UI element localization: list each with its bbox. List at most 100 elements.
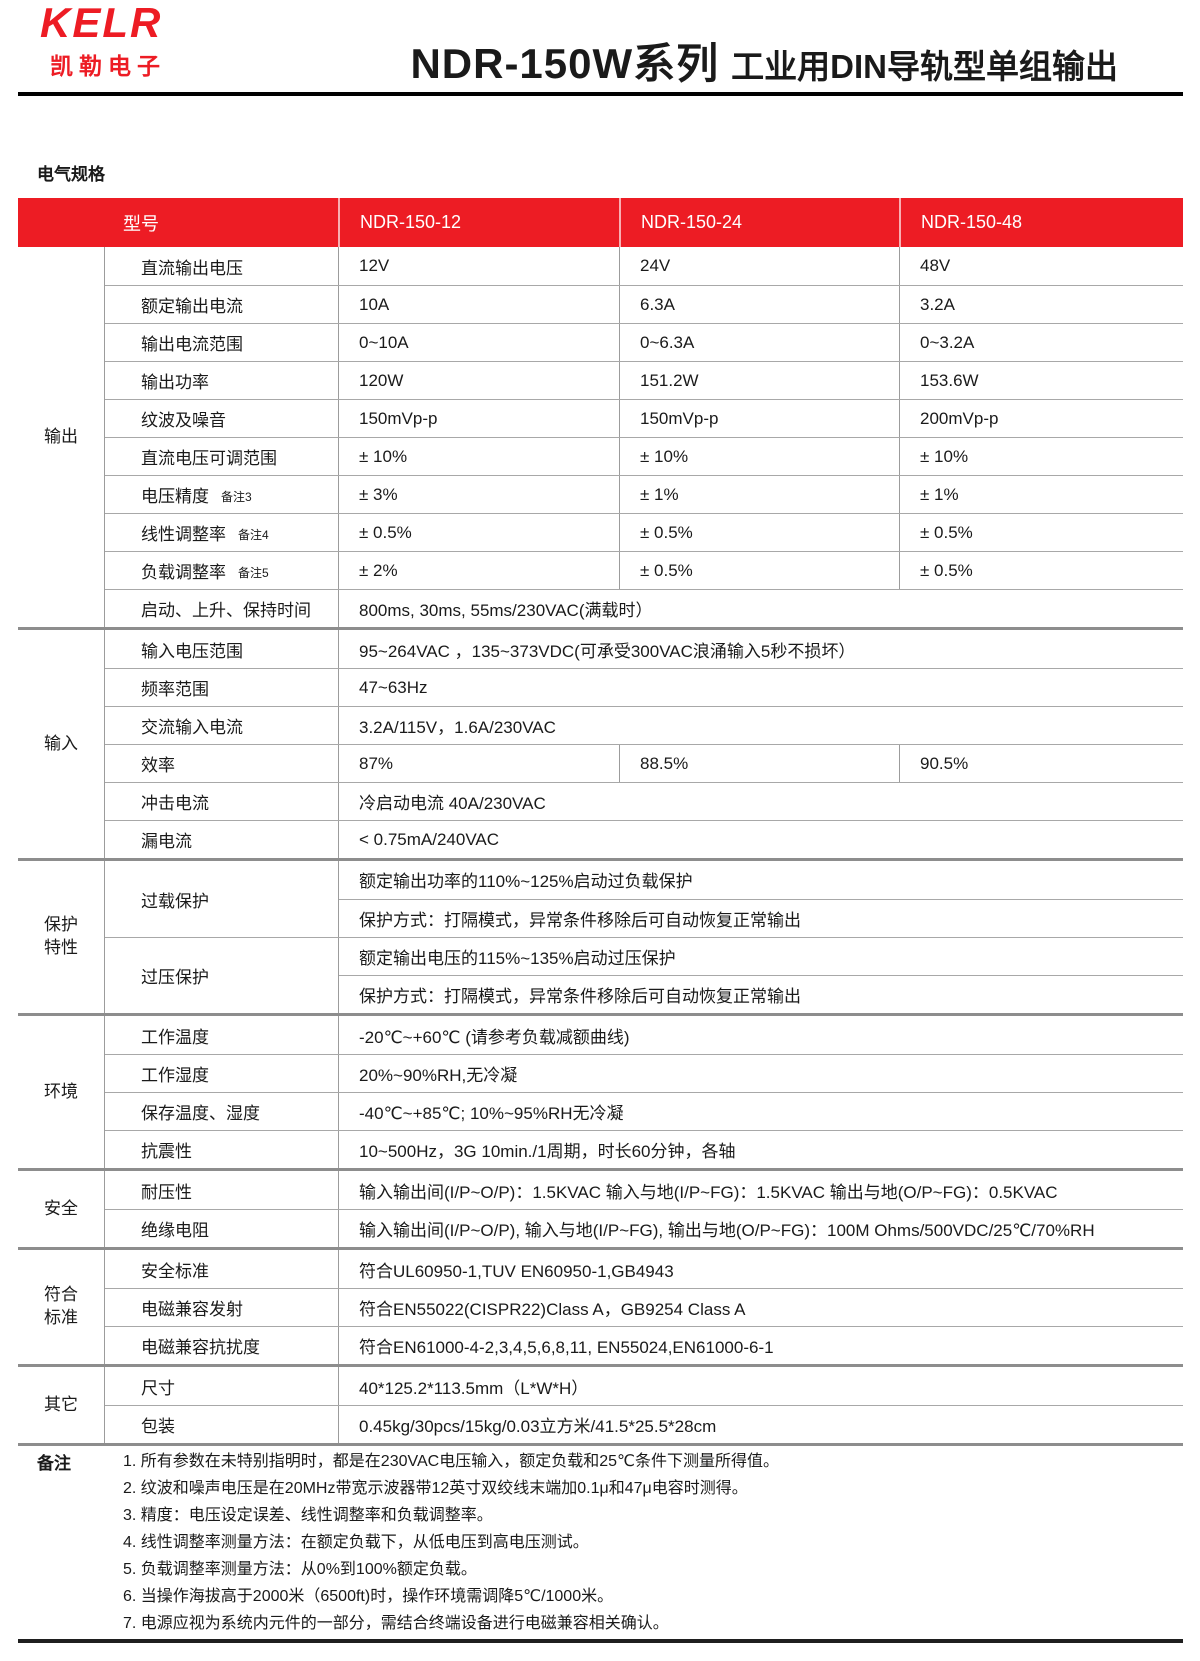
row-label-text: 包装 xyxy=(141,1417,175,1436)
kelr-logo-text: KELR xyxy=(40,0,163,46)
table-row: 工作温度 -20℃~+60℃ (请参考负载减额曲线) xyxy=(105,1016,1183,1054)
span-value-cell: 0.45kg/30pcs/15kg/0.03立方米/41.5*25.5*28cm xyxy=(338,1406,1183,1443)
value-cell: ± 3% xyxy=(338,476,619,513)
row-label: 包装 xyxy=(105,1406,338,1443)
row-label-text: 保存温度、湿度 xyxy=(141,1104,260,1123)
row-label: 抗震性 xyxy=(105,1131,338,1168)
row-label: 过载保护 xyxy=(105,861,338,937)
table-row: 直流电压可调范围 ± 10% ± 10% ± 10% xyxy=(105,437,1183,475)
row-label-text: 过载保护 xyxy=(141,891,209,911)
row-label: 电磁兼容发射 xyxy=(105,1289,338,1326)
group-rows: 直流输出电压 12V 24V 48V 额定输出电流 10A 6.3A 3.2A 输出电流范围 0~… xyxy=(104,247,1183,627)
table-row: 频率范围 47~63Hz xyxy=(105,668,1183,706)
value-cell: ± 10% xyxy=(899,438,1183,475)
model-header-ndr-150-48: NDR-150-48 xyxy=(899,198,1183,247)
table-row: 耐压性 输入输出间(I/P~O/P)：1.5KVAC 输入与地(I/P~FG)：1… xyxy=(105,1171,1183,1209)
value-cell: 87% xyxy=(338,745,619,782)
spec-table: 型号 NDR-150-12 NDR-150-24 NDR-150-48 输出 直流… xyxy=(18,198,1183,1446)
row-label: 尺寸 xyxy=(105,1367,338,1405)
row-label: 启动、上升、保持时间 xyxy=(105,590,338,627)
row-label-text: 工作湿度 xyxy=(141,1066,209,1085)
brand-logo: KELR 凯勒电子 xyxy=(40,2,166,81)
note-item: 6. 当操作海拔高于2000米（6500ft)时，操作环境需调降5℃/1000米… xyxy=(123,1588,614,1605)
table-row: 电磁兼容发射 符合EN55022(CISPR22)Class A，GB9254 C… xyxy=(105,1288,1183,1326)
row-label: 交流输入电流 xyxy=(105,707,338,744)
table-header-row: 型号 NDR-150-12 NDR-150-24 NDR-150-48 xyxy=(18,198,1183,247)
table-body: 输出 直流输出电压 12V 24V 48V 额定输出电流 10A 6.3A 3.2A 输出电流范围… xyxy=(18,247,1183,1443)
note-item: 7. 电源应视为系统内元件的一部分，需结合终端设备进行电磁兼容相关确认。 xyxy=(123,1615,669,1632)
table-row: 输出功率 120W 151.2W 153.6W xyxy=(105,361,1183,399)
note-ref: 备注4 xyxy=(238,528,269,542)
table-row: 输出电流范围 0~10A 0~6.3A 0~3.2A xyxy=(105,323,1183,361)
value-cell: 0~10A xyxy=(338,324,619,361)
page-title-main: NDR-150W系列 xyxy=(410,40,720,87)
span-value-cell: 47~63Hz xyxy=(338,669,1183,706)
sub-value-cell: 保护方式：打隔模式，异常条件移除后可自动恢复正常输出 xyxy=(339,898,1183,938)
note-item: 5. 负载调整率测量方法：从0%到100%额定负载。 xyxy=(123,1561,477,1578)
value-cell: 88.5% xyxy=(619,745,899,782)
span-value-cell: 符合EN55022(CISPR22)Class A，GB9254 Class A xyxy=(338,1289,1183,1326)
row-label: 频率范围 xyxy=(105,669,338,706)
row-label-text: 纹波及噪音 xyxy=(141,411,226,430)
table-row: 漏电流 < 0.75mA/240VAC xyxy=(105,820,1183,858)
table-group: 保护 特性 过载保护 额定输出功率的110%~125%启动过负载保护 保护方式：打隔模… xyxy=(18,858,1183,1013)
notes-section: 备注 1. 所有参数在未特别指明时，都是在230VAC电压输入，额定负载和25℃… xyxy=(37,1448,1183,1637)
note-item: 4. 线性调整率测量方法：在额定负载下，从低电压到高电压测试。 xyxy=(123,1534,589,1551)
row-label-text: 效率 xyxy=(141,756,175,775)
span-value-cell: < 0.75mA/240VAC xyxy=(338,821,1183,858)
notes-list: 1. 所有参数在未特别指明时，都是在230VAC电压输入，额定负载和25℃条件下… xyxy=(123,1448,1183,1637)
row-label: 冲击电流 xyxy=(105,783,338,820)
sub-value-cell: 额定输出功率的110%~125%启动过负载保护 xyxy=(359,872,693,892)
table-group: 输出 直流输出电压 12V 24V 48V 额定输出电流 10A 6.3A 3.2A 输出电流范围… xyxy=(18,247,1183,627)
table-row: 效率 87% 88.5% 90.5% xyxy=(105,744,1183,782)
value-cell: ± 0.5% xyxy=(899,514,1183,551)
table-row: 输入电压范围 95~264VAC ，135~373VDC(可承受300VAC浪涌输… xyxy=(105,630,1183,668)
span-value-cell: 10~500Hz，3G 10min./1周期，时长60分钟，各轴 xyxy=(338,1131,1183,1168)
sub-value-cell: 额定输出电压的115%~135%启动过压保护 xyxy=(359,949,676,968)
value-cell: ± 1% xyxy=(899,476,1183,513)
row-label: 工作湿度 xyxy=(105,1055,338,1092)
value-cell: ± 10% xyxy=(338,438,619,475)
row-label: 负载调整率 备注5 xyxy=(105,552,338,589)
group-rows: 工作温度 -20℃~+60℃ (请参考负载减额曲线) 工作湿度 20%~90%RH,无… xyxy=(104,1016,1183,1168)
footer-rule xyxy=(18,1639,1183,1643)
row-label: 输出电流范围 xyxy=(105,324,338,361)
note-item: 3. 精度：电压设定误差、线性调整率和负载调整率。 xyxy=(123,1507,493,1524)
table-row: 交流输入电流 3.2A/115V，1.6A/230VAC xyxy=(105,706,1183,744)
value-cell: ± 10% xyxy=(619,438,899,475)
value-cell: 6.3A xyxy=(619,286,899,323)
row-label: 耐压性 xyxy=(105,1171,338,1209)
value-cell: 0~6.3A xyxy=(619,324,899,361)
table-group: 输入 输入电压范围 95~264VAC ，135~373VDC(可承受300VAC浪… xyxy=(18,627,1183,858)
value-cell: 120W xyxy=(338,362,619,399)
value-cell: 153.6W xyxy=(899,362,1183,399)
group-label: 安全 xyxy=(44,1198,78,1218)
table-row: 绝缘电阻 输入输出间(I/P~O/P), 输入与地(I/P~FG), 输出与地(O… xyxy=(105,1209,1183,1247)
row-label: 工作温度 xyxy=(105,1016,338,1054)
sub-value-cell: 保护方式：打隔模式，异常条件移除后可自动恢复正常输出 xyxy=(339,975,1183,1013)
row-label: 输入电压范围 xyxy=(105,630,338,668)
row-label-text: 过压保护 xyxy=(141,968,209,987)
group-rows: 过载保护 额定输出功率的110%~125%启动过负载保护保护方式：打隔模式，异常条… xyxy=(104,861,1183,1013)
row-label-text: 尺寸 xyxy=(141,1378,175,1398)
row-label-text: 冲击电流 xyxy=(141,794,209,813)
value-cell: 90.5% xyxy=(899,745,1183,782)
note-item: 2. 纹波和噪声电压是在20MHz带宽示波器带12英寸双绞线末端加0.1μ和47… xyxy=(123,1480,748,1497)
table-row: 保存温度、湿度 -40℃~+85℃; 10%~95%RH无冷凝 xyxy=(105,1092,1183,1130)
span-value-cell: 40*125.2*113.5mm（L*W*H） xyxy=(338,1367,1183,1405)
table-row: 过载保护 额定输出功率的110%~125%启动过负载保护保护方式：打隔模式，异常条… xyxy=(105,861,1183,937)
value-cell: 48V xyxy=(899,247,1183,285)
table-group: 其它 尺寸 40*125.2*113.5mm（L*W*H） 包装 0.45kg/30pc… xyxy=(18,1364,1183,1443)
group-label: 其它 xyxy=(44,1394,78,1414)
table-row: 工作湿度 20%~90%RH,无冷凝 xyxy=(105,1054,1183,1092)
row-label-text: 频率范围 xyxy=(141,680,209,699)
group-label: 符合 标准 xyxy=(44,1285,78,1327)
table-group: 环境 工作温度 -20℃~+60℃ (请参考负载减额曲线) 工作湿度 20%~90%RH… xyxy=(18,1013,1183,1168)
model-header-ndr-150-24: NDR-150-24 xyxy=(619,198,899,247)
group-rows: 尺寸 40*125.2*113.5mm（L*W*H） 包装 0.45kg/30pcs/… xyxy=(104,1367,1183,1443)
table-group: 符合 标准 安全标准 符合UL60950-1,TUV EN60950-1,GB494… xyxy=(18,1247,1183,1364)
row-label: 保存温度、湿度 xyxy=(105,1093,338,1130)
row-label-text: 输出功率 xyxy=(141,373,209,392)
row-label-text: 输入电压范围 xyxy=(141,641,243,661)
row-label-text: 直流输出电压 xyxy=(141,258,243,278)
